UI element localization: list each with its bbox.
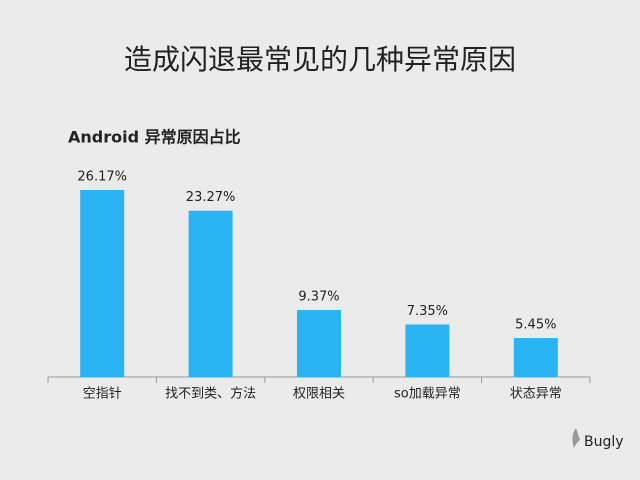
x-tick-label: 状态异常 bbox=[510, 387, 562, 402]
value-label: 9.37% bbox=[298, 290, 339, 305]
value-label: 5.45% bbox=[515, 318, 556, 333]
value-label: 23.27% bbox=[186, 190, 236, 205]
value-label: 7.35% bbox=[407, 304, 448, 319]
bar bbox=[297, 310, 341, 377]
logo-icon bbox=[572, 428, 580, 448]
x-tick-label: 权限相关 bbox=[293, 386, 345, 402]
value-label: 26.17% bbox=[77, 170, 127, 185]
x-tick-label: so加载异常 bbox=[394, 387, 461, 402]
chart-title: 造成闪退最常见的几种异常原因 bbox=[124, 43, 516, 76]
x-tick-label: 找不到类、方法 bbox=[165, 386, 256, 402]
chart-subtitle: Android 异常原因占比 bbox=[68, 128, 241, 147]
watermark-text: Bugly bbox=[584, 434, 624, 450]
bar bbox=[405, 324, 450, 377]
bar bbox=[80, 190, 125, 377]
x-tick-label: 空指针 bbox=[83, 387, 122, 402]
bar bbox=[513, 338, 558, 377]
watermark-logo: Bugly bbox=[572, 428, 624, 450]
bar bbox=[188, 210, 233, 377]
